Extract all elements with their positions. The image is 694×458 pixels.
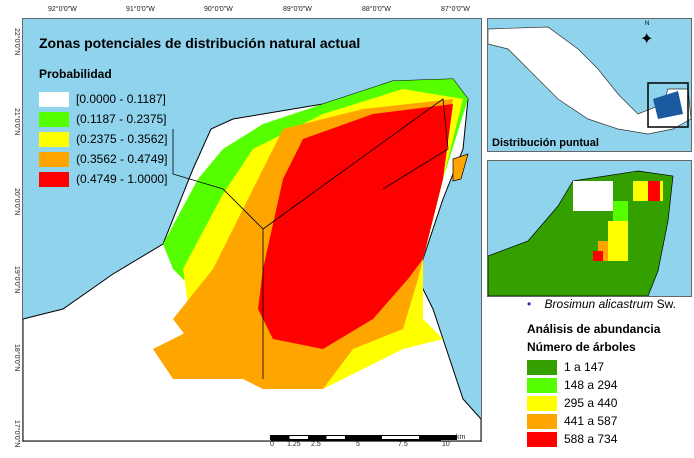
lat-tick: 21°0'0"N bbox=[13, 108, 20, 136]
study-area-box bbox=[647, 82, 689, 128]
abundance-title: Análisis de abundancia bbox=[527, 322, 661, 336]
abundance-map[interactable] bbox=[487, 160, 692, 297]
legend-item: 588 a 734 bbox=[527, 430, 617, 448]
abundance-grid bbox=[488, 170, 674, 296]
legend-swatch bbox=[527, 359, 557, 375]
scale-label: 0 bbox=[270, 441, 274, 448]
legend-swatch bbox=[39, 111, 69, 127]
legend-item: (0.4749 - 1.0000] bbox=[39, 169, 167, 189]
north-arrow-icon: ✦ bbox=[640, 31, 654, 48]
lat-tick: 17°0'0"N bbox=[13, 420, 20, 448]
legend-item: (0.2375 - 0.3562] bbox=[39, 129, 167, 149]
legend-item: [0.0000 - 0.1187] bbox=[39, 89, 167, 109]
legend-item: 1 a 147 bbox=[527, 358, 617, 376]
state-borders bbox=[172, 98, 449, 379]
lon-tick: 89°0'0"W bbox=[283, 6, 312, 13]
point-marker-icon: • bbox=[527, 297, 532, 311]
scale-unit: km bbox=[456, 434, 466, 441]
lat-tick: 22°0'0"N bbox=[13, 28, 20, 56]
legend-label: [0.0000 - 0.1187] bbox=[76, 92, 166, 106]
scale-label: 5 bbox=[356, 441, 360, 448]
legend-item: (0.3562 - 0.4749] bbox=[39, 149, 167, 169]
lon-tick: 87°0'0"W bbox=[441, 6, 470, 13]
mexico-outline bbox=[488, 26, 691, 135]
lat-tick: 20°0'0"N bbox=[13, 188, 20, 216]
legend-swatch bbox=[527, 413, 557, 429]
legend-item: (0.1187 - 0.2375] bbox=[39, 109, 167, 129]
legend-label: 588 a 734 bbox=[564, 432, 618, 446]
legend-swatch bbox=[527, 431, 557, 447]
main-map[interactable]: Zonas potenciales de distribución natura… bbox=[22, 18, 482, 442]
legend-swatch bbox=[527, 377, 557, 393]
lat-tick: 18°0'0"N bbox=[13, 344, 20, 372]
scale-label: 2.5 bbox=[311, 441, 321, 448]
legend-swatch bbox=[39, 171, 69, 187]
scale-bar bbox=[271, 439, 441, 441]
species-legend: • Brosimun alicastrum Sw. bbox=[527, 297, 676, 311]
scale-label: 7.5 bbox=[398, 441, 408, 448]
legend-label: 148 a 294 bbox=[564, 378, 618, 392]
legend-label: (0.2375 - 0.3562] bbox=[76, 132, 168, 146]
lon-tick: 91°0'0"W bbox=[126, 6, 155, 13]
lat-tick: 19°0'0"N bbox=[13, 266, 20, 294]
legend-swatch bbox=[39, 151, 69, 167]
probability-legend: [0.0000 - 0.1187] (0.1187 - 0.2375] (0.237… bbox=[39, 89, 167, 189]
lon-tick: 88°0'0"W bbox=[362, 6, 391, 13]
abundance-subtitle: Número de árboles bbox=[527, 340, 636, 354]
legend-swatch bbox=[39, 91, 69, 107]
north-label: N bbox=[645, 21, 650, 27]
mexico-locator-map[interactable]: ✦ N Distribución puntual bbox=[487, 18, 692, 152]
map-title: Zonas potenciales de distribución natura… bbox=[39, 35, 361, 51]
legend-label: 1 a 147 bbox=[564, 360, 605, 374]
legend-item: 148 a 294 bbox=[527, 376, 617, 394]
abundance-legend: 1 a 147 148 a 294 295 a 440 441 a 587 588 a … bbox=[527, 358, 617, 448]
inset-caption: Distribución puntual bbox=[492, 137, 599, 149]
cozumel bbox=[452, 153, 469, 182]
legend-item: 295 a 440 bbox=[527, 394, 617, 412]
species-author: Sw. bbox=[656, 297, 676, 311]
scale-label: 1.25 bbox=[287, 441, 301, 448]
legend-swatch bbox=[527, 395, 557, 411]
lon-tick: 90°0'0"W bbox=[204, 6, 233, 13]
scale-label: 10 bbox=[442, 441, 450, 448]
legend-label: 441 a 587 bbox=[564, 414, 618, 428]
legend-label: (0.1187 - 0.2375] bbox=[76, 112, 167, 126]
species-name: Brosimun alicastrum bbox=[544, 297, 654, 311]
legend-title: Probabilidad bbox=[39, 67, 112, 81]
zone-orange-south bbox=[153, 319, 268, 379]
scale-bar bbox=[270, 435, 457, 440]
legend-label: 295 a 440 bbox=[564, 396, 618, 410]
zone-red bbox=[258, 104, 453, 349]
peninsula-map bbox=[23, 78, 481, 441]
legend-label: (0.3562 - 0.4749] bbox=[76, 152, 168, 166]
legend-item: 441 a 587 bbox=[527, 412, 617, 430]
legend-label: (0.4749 - 1.0000] bbox=[76, 172, 168, 186]
lon-tick: 92°0'0"W bbox=[48, 6, 77, 13]
legend-swatch bbox=[39, 131, 69, 147]
